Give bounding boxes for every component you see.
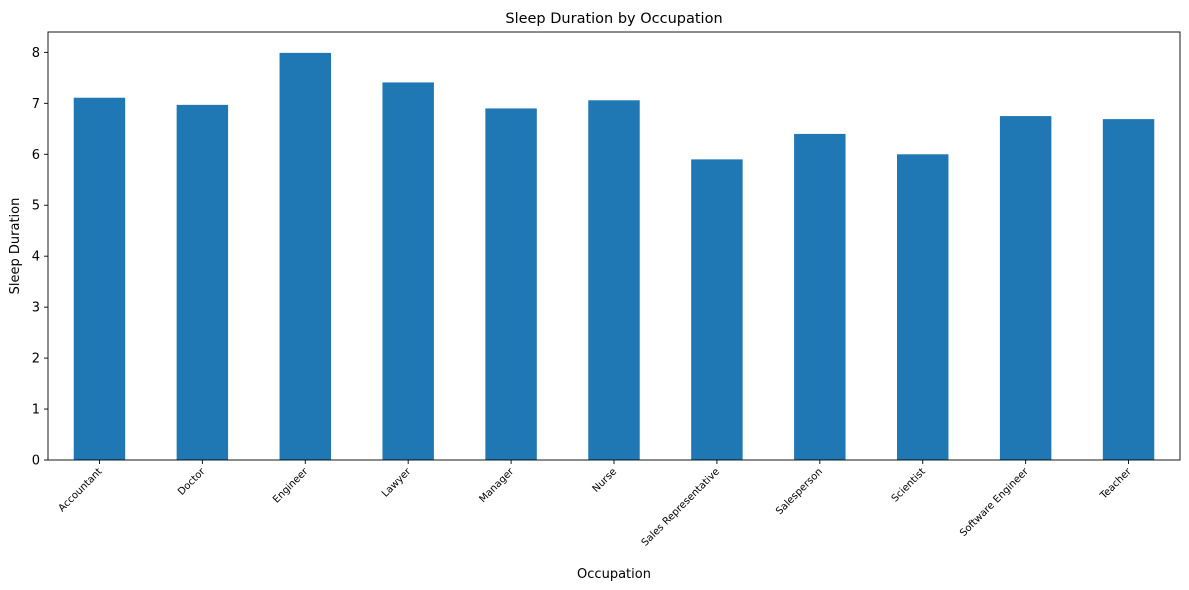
x-tick-label: Sales Representative (640, 466, 722, 548)
bars-layer (73, 52, 1155, 461)
x-tick-label: Nurse (591, 466, 619, 494)
bar-software-engineer (999, 116, 1052, 460)
x-tick-label: Manager (477, 466, 516, 505)
x-tick-label: Teacher (1098, 466, 1135, 503)
bar-teacher (1102, 119, 1155, 460)
y-tick-label: 4 (32, 250, 40, 265)
y-axis-label: Sleep Duration (8, 198, 23, 295)
y-tick-label: 2 (32, 352, 40, 367)
y-tick-label: 0 (32, 454, 40, 469)
x-tick-label: Software Engineer (958, 466, 1031, 539)
chart-title: Sleep Duration by Occupation (505, 11, 722, 27)
x-tick-label: Engineer (271, 466, 311, 506)
y-tick-label: 8 (32, 46, 40, 61)
bar-engineer (279, 52, 331, 460)
y-tick-label: 3 (32, 301, 40, 316)
x-tick-label: Salesperson (774, 466, 825, 517)
x-tick-label: Scientist (890, 466, 928, 504)
x-axis-label: Occupation (577, 567, 651, 582)
bar-sales-representative (691, 159, 743, 460)
bar-nurse (588, 100, 640, 460)
y-tick-label: 5 (32, 199, 40, 214)
bar-manager (485, 108, 537, 461)
x-ticks: Accountant Doctor Engineer Lawyer Manager Nur… (57, 460, 1135, 549)
bar-scientist (897, 154, 949, 461)
bar-lawyer (382, 82, 434, 460)
bar-doctor (176, 104, 229, 461)
y-tick-label: 6 (32, 148, 40, 163)
x-tick-label: Lawyer (380, 466, 414, 500)
x-tick-label: Doctor (176, 466, 208, 498)
x-tick-label: Accountant (57, 466, 105, 514)
y-tick-label: 7 (32, 97, 40, 112)
bar-salesperson (794, 133, 846, 460)
y-tick-label: 1 (32, 403, 40, 418)
y-ticks: 0 1 2 3 4 5 6 7 8 (32, 46, 48, 469)
bar-accountant (73, 97, 126, 460)
